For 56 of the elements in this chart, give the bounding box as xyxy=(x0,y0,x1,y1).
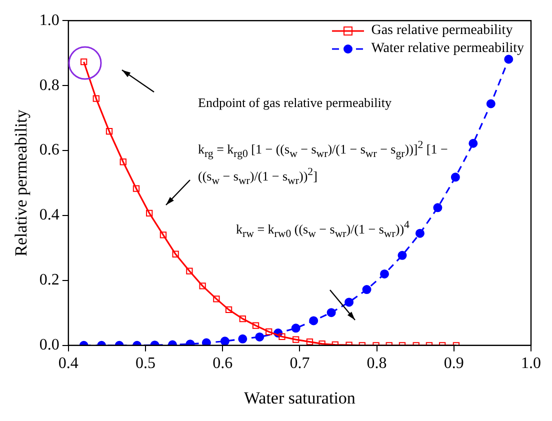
y-tick-label: 0.2 xyxy=(39,272,60,289)
point xyxy=(362,285,372,294)
point xyxy=(238,334,248,344)
y-axis-title: Relative permeability xyxy=(12,109,31,256)
point xyxy=(380,269,390,278)
point xyxy=(202,338,211,346)
x-tick-label: 0.4 xyxy=(58,355,78,372)
point xyxy=(213,296,220,302)
x-tick-label: 0.9 xyxy=(444,355,464,372)
point xyxy=(398,250,407,260)
text: k$_{rw}$ = k$_{rw0}$ ((s$_{w}$ − s$_{wr}$)/(1 − s$_{wr}$))$^{4}$ xyxy=(236,219,410,240)
point xyxy=(468,138,478,148)
point xyxy=(450,172,460,182)
point xyxy=(252,322,260,329)
x-tick-label: 0.5 xyxy=(136,355,156,372)
legend-label: Gas relative permeability xyxy=(371,23,513,38)
legend-label: Water relative permeability xyxy=(371,41,524,56)
point xyxy=(433,203,442,212)
point xyxy=(225,306,232,313)
annotation: Endpoint of gas relative permeability xyxy=(198,94,392,112)
point xyxy=(255,332,264,342)
point xyxy=(326,308,336,318)
y-tick-label: 0.6 xyxy=(39,142,60,159)
point xyxy=(132,185,140,192)
point xyxy=(266,328,272,336)
point xyxy=(278,333,286,340)
y-tick-label: 0.4 xyxy=(39,206,60,224)
point xyxy=(220,336,230,346)
point xyxy=(306,338,314,346)
x-tick-label: 1.0 xyxy=(521,355,541,372)
y-tick-label: 0.0 xyxy=(39,336,60,354)
point xyxy=(309,316,318,326)
text: k$_{rg}$ = k$_{rg0}$ [1 − ((s$_{w}$ − s$_{wr}$)/(1 − s$_{wr}$ − s$_{gr}$))]$^{2}$ [1 − ((s$_{w}$ − s$_{wr}$)/(1 − s$_{wr}$))$^{2}$] xyxy=(198,139,448,187)
x-tick-label: 0.7 xyxy=(290,355,310,372)
y-tick-label: 0.8 xyxy=(39,76,60,94)
point xyxy=(80,58,88,66)
point xyxy=(504,54,514,64)
x-axis-title: Water saturation xyxy=(244,388,356,408)
x-tick-label: 0.8 xyxy=(366,355,387,372)
point xyxy=(239,315,246,322)
point xyxy=(146,210,153,217)
point xyxy=(186,268,193,274)
point xyxy=(318,340,326,346)
point xyxy=(160,232,167,238)
point xyxy=(291,324,300,333)
point xyxy=(486,99,496,108)
point xyxy=(106,128,113,135)
point xyxy=(120,158,126,166)
y-tick-label: 1.0 xyxy=(39,12,60,29)
point xyxy=(199,282,206,290)
point xyxy=(292,336,300,343)
point xyxy=(415,228,424,238)
point xyxy=(92,95,100,102)
point xyxy=(344,298,354,307)
point xyxy=(172,250,179,258)
x-tick-label: 0.6 xyxy=(212,355,233,372)
